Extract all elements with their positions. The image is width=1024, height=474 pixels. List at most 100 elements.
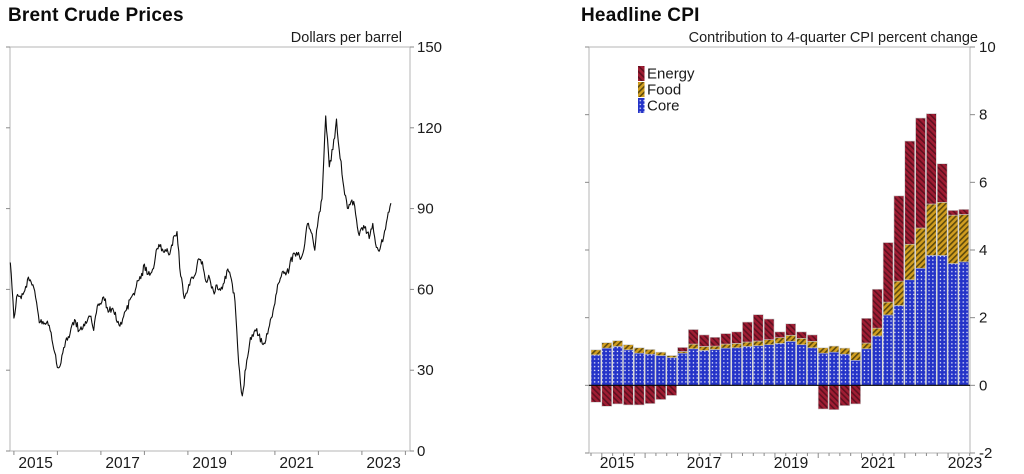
segment-energy <box>785 323 796 336</box>
bar-2021Q1 <box>861 318 872 386</box>
bar-2019Q2 <box>785 323 796 386</box>
bar-2018Q2 <box>742 321 753 386</box>
bar-2018Q3 <box>752 314 764 386</box>
segment-core <box>861 348 872 386</box>
segment-energy <box>677 347 688 352</box>
legend-item-food: Food <box>638 82 681 99</box>
segment-core <box>872 335 883 386</box>
svg-text:90: 90 <box>417 201 434 218</box>
segment-energy <box>644 385 656 404</box>
bar-2015Q4 <box>633 347 645 406</box>
bar-2021Q3 <box>882 242 894 386</box>
legend-label: Core <box>647 98 680 115</box>
segment-food <box>709 345 721 350</box>
segment-core <box>893 305 905 386</box>
segment-food <box>796 337 807 346</box>
segment-energy <box>612 385 623 405</box>
segment-energy <box>807 334 818 342</box>
svg-text:2023: 2023 <box>366 455 400 472</box>
legend-item-energy: Energy <box>638 66 695 83</box>
segment-core <box>633 352 645 386</box>
segment-food <box>872 327 883 337</box>
segment-energy <box>601 385 613 407</box>
bar-2017Q1 <box>688 329 699 386</box>
segment-energy <box>655 385 667 400</box>
segment-food <box>904 243 915 281</box>
svg-text:2017: 2017 <box>105 455 139 472</box>
segment-energy <box>872 288 883 329</box>
bar-2022Q1 <box>904 140 915 386</box>
segment-food <box>731 343 742 349</box>
segment-core <box>601 347 613 386</box>
segment-food <box>763 339 775 346</box>
bar-2014Q4 <box>590 349 602 403</box>
segment-energy <box>774 331 786 338</box>
segment-food <box>752 340 764 347</box>
segment-core <box>742 346 753 386</box>
svg-text:2021: 2021 <box>861 455 895 472</box>
svg-text:2: 2 <box>979 310 987 327</box>
segment-food <box>926 203 937 256</box>
segment-food <box>850 351 861 361</box>
segment-food <box>958 214 970 263</box>
bar-2023Q2 <box>958 209 970 386</box>
svg-text:30: 30 <box>417 362 434 379</box>
svg-text:0: 0 <box>417 443 425 460</box>
svg-text:-2: -2 <box>979 445 992 462</box>
svg-text:2021: 2021 <box>279 455 313 472</box>
bar-2017Q4 <box>720 333 732 386</box>
segment-energy <box>709 336 721 347</box>
segment-food <box>698 346 710 351</box>
bar-2017Q3 <box>709 336 721 386</box>
segment-energy <box>698 334 710 347</box>
segment-food <box>915 227 926 269</box>
legend-item-core: Core <box>638 98 680 115</box>
segment-food <box>623 344 634 351</box>
segment-energy <box>936 163 948 203</box>
segment-energy <box>893 195 905 282</box>
bar-2018Q1 <box>731 331 742 386</box>
segment-food <box>666 355 677 358</box>
segment-core <box>752 345 764 386</box>
svg-text:2015: 2015 <box>18 455 52 472</box>
bar-2023Q1 <box>947 210 959 386</box>
segment-core <box>688 348 699 386</box>
svg-text:4: 4 <box>979 242 987 259</box>
segment-food <box>742 341 753 347</box>
bar-2020Q2 <box>828 345 840 410</box>
segment-food <box>601 342 613 349</box>
segment-food <box>590 349 602 356</box>
segment-energy <box>861 318 872 344</box>
svg-text:150: 150 <box>417 39 442 56</box>
bar-2020Q1 <box>817 347 829 410</box>
segment-energy <box>817 385 829 410</box>
segment-food <box>774 337 786 344</box>
cpi-bars <box>590 113 970 410</box>
segment-energy <box>742 321 753 343</box>
segment-core <box>850 359 861 386</box>
segment-energy <box>958 209 970 215</box>
segment-core <box>655 355 667 386</box>
bar-2015Q3 <box>623 344 634 406</box>
legend-swatch-core <box>638 98 645 113</box>
svg-text:8: 8 <box>979 107 987 124</box>
segment-core <box>904 279 915 386</box>
segment-core <box>807 347 818 386</box>
segment-core <box>709 349 721 386</box>
cpi-chart-subtitle: Contribution to 4-quarter CPI percent ch… <box>688 30 978 46</box>
cpi-y-ticks: -2 0 2 4 6 8 10 <box>585 39 996 462</box>
svg-text:10: 10 <box>979 39 996 56</box>
segment-food <box>882 301 894 316</box>
segment-energy <box>590 385 602 403</box>
segment-core <box>947 263 959 386</box>
brent-chart-title: Brent Crude Prices <box>8 5 184 26</box>
bar-2021Q2 <box>872 288 883 386</box>
svg-text:2023: 2023 <box>948 455 982 472</box>
bar-2022Q2 <box>915 117 926 386</box>
brent-chart: 0 30 60 90 120 150 2015 2017 2019 2021 2023 <box>6 39 442 472</box>
segment-core <box>763 344 775 386</box>
brent-plot-frame <box>9 46 411 452</box>
